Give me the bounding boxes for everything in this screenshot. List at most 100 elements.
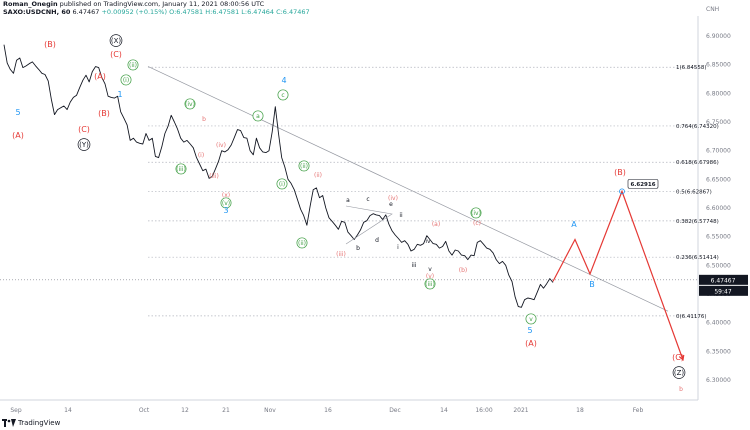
wave-label: e (389, 201, 393, 208)
fibonacci-retracement: 1(6.84558) 0.764(6.74320) 0.618(6.67986) 0.… (148, 65, 719, 320)
fib-level-label: 0.5(6.62867) (676, 190, 712, 196)
wave-label: (B) (98, 109, 110, 118)
symbol-label: SAXO:USDCNH, 60 (3, 8, 71, 16)
x-tick-label: 14 (440, 407, 448, 414)
triangle-pattern-line (345, 205, 393, 245)
wave-label: (A) (525, 339, 537, 348)
wave-label: 3 (223, 206, 228, 215)
trend-line (147, 66, 669, 312)
wave-label: (C) (672, 353, 684, 362)
wave-label: (c) (473, 220, 481, 227)
plot-area (0, 16, 698, 400)
wave-label: (iii) (425, 281, 435, 288)
wave-label: v (428, 266, 432, 273)
x-tick-label: Dec (389, 407, 401, 414)
wave-label: (iv) (185, 101, 195, 108)
projection-target-box (627, 179, 659, 189)
wave-label: (iii) (176, 166, 186, 173)
wave-label-circle (470, 207, 482, 219)
wave-label: (ii) (300, 163, 308, 170)
low-value: L:6.47464 (241, 8, 274, 16)
current-price-value: 6.47467 (711, 277, 736, 284)
price-line (3, 44, 554, 308)
author-name[interactable]: Roman_Onegin (3, 0, 58, 8)
fib-level-label: 0.764(6.74320) (676, 124, 719, 130)
x-tick-label: Feb (633, 407, 644, 414)
wave-label-circle (424, 278, 436, 290)
countdown-tag (699, 285, 748, 296)
wave-label: 5 (527, 326, 532, 335)
wave-label-circle (277, 89, 289, 101)
forecast-projection: 6.62916 (552, 179, 685, 362)
wave-label: (C) (78, 125, 90, 134)
wave-label-circle (672, 366, 686, 379)
wave-label: (Z) (674, 369, 685, 377)
wave-label: (iv) (216, 142, 226, 149)
high-value: H:6.47581 (205, 8, 240, 16)
wave-label: b (202, 116, 206, 123)
brand-name[interactable]: TradingView (18, 419, 61, 427)
wave-label-circle (276, 178, 288, 190)
y-tick-label: 6.85000 (706, 62, 731, 69)
y-tick-label: 6.70000 (706, 148, 731, 155)
fib-level-label: 0.382(6.57748) (676, 219, 719, 225)
wave-label: a (256, 113, 260, 120)
time-axis: Sep 14 Oct 12 21 Nov 16 Dec 14 16:00 2021 18 Feb (10, 407, 643, 414)
fib-level-label: 1(6.84558) (676, 65, 707, 71)
currency-label: CNH (706, 6, 719, 13)
wave-label: 4 (281, 76, 286, 85)
wave-label-circle (127, 59, 139, 71)
wave-label: (X) (111, 37, 122, 45)
wave-label: (iv) (388, 195, 398, 202)
wave-label: (Y) (79, 141, 89, 149)
wave-label: (C) (110, 50, 122, 59)
wave-labels: (B) (X) (C) (A) 5 (A) (C) (B) 1 (Y) (ii) (i) (iv) (ii… (12, 34, 686, 393)
wave-label: (v) (222, 200, 230, 207)
wave-label: b (356, 245, 360, 252)
y-tick-label: 6.90000 (706, 33, 731, 40)
wave-label: (A) (12, 131, 24, 140)
wave-label: i (397, 244, 399, 251)
publication-line: Roman_Onegin published on TradingView.co… (3, 0, 264, 8)
wave-label: (A) (94, 72, 106, 81)
wave-label-circle (175, 163, 187, 175)
wave-label: (iii) (336, 251, 346, 258)
y-tick-label: 6.60000 (706, 205, 731, 212)
y-tick-label: 6.30000 (706, 377, 731, 384)
wave-label-circle (109, 34, 123, 47)
price-axis: CNH6.300006.350006.400006.450006.500006.… (0, 6, 731, 401)
wave-label-circle (298, 160, 310, 172)
fib-level-label: 0(6.41176) (676, 314, 707, 320)
wave-label-circle (184, 98, 196, 110)
projection-target-label: 6.62916 (630, 182, 655, 188)
x-tick-label: Sep (10, 407, 22, 414)
x-tick-label: Oct (139, 407, 150, 414)
y-tick-label: 6.80000 (706, 90, 731, 97)
wave-label: (ii) (314, 172, 322, 179)
wave-label: (x) (222, 192, 230, 199)
price-series (0, 44, 698, 308)
price-change: +0.00952 (+0.15%) (101, 8, 168, 16)
wave-label: (i) (198, 152, 204, 159)
x-tick-label: 16 (324, 407, 332, 414)
countdown-value: 59:47 (714, 288, 731, 295)
wave-label: 5 (15, 108, 20, 117)
wave-label: (iii) (209, 173, 219, 180)
fib-level-label: 0.236(6.51414) (676, 255, 719, 261)
tradingview-logo-icon (2, 419, 16, 427)
wave-label: (i) (279, 181, 285, 188)
y-tick-label: 6.75000 (706, 119, 731, 126)
trendline (147, 66, 669, 312)
wave-label: c (366, 196, 369, 203)
x-tick-label: Nov (264, 407, 276, 414)
wave-label: B (589, 280, 595, 289)
y-tick-label: 6.50000 (706, 262, 731, 269)
x-tick-label: 16:00 (475, 407, 492, 414)
price-tags: 6.47467 59:47 (699, 274, 748, 296)
wave-label-circle (252, 110, 264, 122)
current-price-tag (699, 274, 748, 285)
projection-arrowhead (678, 354, 685, 362)
y-tick-label: 6.35000 (706, 348, 731, 355)
wave-label: ii (399, 212, 403, 219)
